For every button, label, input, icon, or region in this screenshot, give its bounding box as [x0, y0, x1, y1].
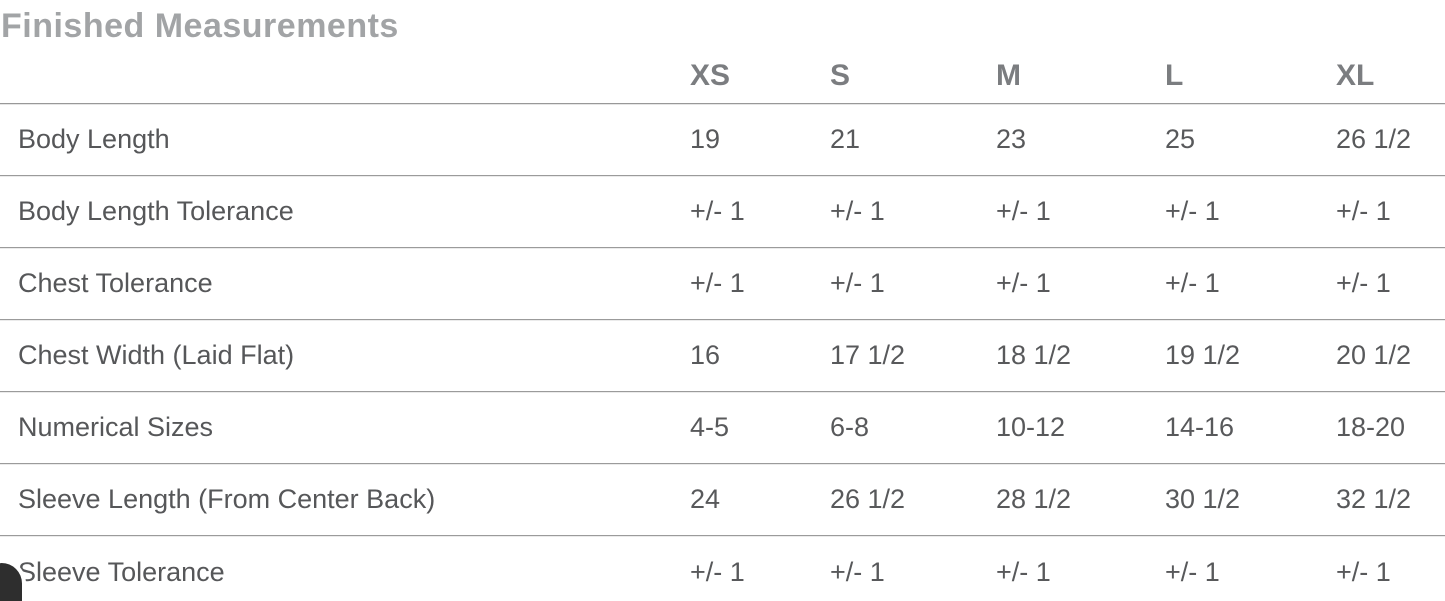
cell-value: +/- 1 — [996, 196, 1051, 226]
cell-value: +/- 1 — [1165, 196, 1220, 226]
column-header-m: M — [996, 58, 1021, 92]
table-row-chest-width: Chest Width (Laid Flat) 16 17 1/2 18 1/2… — [0, 320, 1445, 392]
cell-value: 16 — [690, 340, 721, 370]
row-label: Sleeve Tolerance — [18, 556, 225, 587]
cell-value: +/- 1 — [830, 556, 885, 587]
row-label: Body Length Tolerance — [18, 196, 294, 226]
cell-value: 6-8 — [830, 412, 870, 442]
cell-value: +/- 1 — [996, 556, 1051, 587]
table-row-chest-tolerance: Chest Tolerance +/- 1 +/- 1 +/- 1 +/- 1 … — [0, 248, 1445, 320]
column-header-xs: XS — [690, 58, 731, 92]
cell-value: 21 — [830, 124, 861, 154]
cell-value: 18 1/2 — [996, 340, 1072, 370]
row-label: Numerical Sizes — [18, 412, 214, 442]
table-row-sleeve-length: Sleeve Length (From Center Back) 24 26 1… — [0, 464, 1445, 536]
column-header-l: L — [1165, 58, 1184, 92]
cell-value: +/- 1 — [1165, 556, 1220, 587]
cell-value: 4-5 — [690, 412, 730, 442]
cell-value: 32 1/2 — [1336, 484, 1412, 514]
cell-value: 20 1/2 — [1336, 340, 1412, 370]
size-header-row: XS S M L XL — [0, 48, 1445, 104]
cell-value: 28 1/2 — [996, 484, 1072, 514]
cell-value: 30 1/2 — [1165, 484, 1241, 514]
cell-value: +/- 1 — [690, 196, 745, 226]
table-row-body-length-tolerance: Body Length Tolerance +/- 1 +/- 1 +/- 1 … — [0, 176, 1445, 248]
row-label: Sleeve Length (From Center Back) — [18, 484, 436, 514]
cell-value: 24 — [690, 484, 721, 514]
cell-value: +/- 1 — [1336, 268, 1391, 298]
cell-value: +/- 1 — [830, 196, 885, 226]
column-header-xl: XL — [1336, 58, 1375, 92]
size-chart-table: XS S M L XL Body Length 19 21 23 25 26 1… — [0, 48, 1445, 601]
cell-value: 18-20 — [1336, 412, 1406, 442]
cell-value: +/- 1 — [1165, 268, 1220, 298]
cell-value: 26 1/2 — [830, 484, 906, 514]
table-row-numerical-sizes: Numerical Sizes 4-5 6-8 10-12 14-16 18-2… — [0, 392, 1445, 464]
row-label: Chest Width (Laid Flat) — [18, 340, 295, 370]
table-row-sleeve-tolerance: Sleeve Tolerance +/- 1 +/- 1 +/- 1 +/- 1… — [0, 536, 1445, 601]
cell-value: 23 — [996, 124, 1027, 154]
cell-value: +/- 1 — [1336, 196, 1391, 226]
page-title: Finished Measurements — [1, 7, 399, 45]
corner-overlay-widget-icon[interactable] — [0, 563, 22, 601]
cell-value: 19 1/2 — [1165, 340, 1241, 370]
cell-value: +/- 1 — [830, 268, 885, 298]
cell-value: +/- 1 — [690, 268, 745, 298]
table-row-body-length: Body Length 19 21 23 25 26 1/2 — [0, 104, 1445, 176]
cell-value: 26 1/2 — [1336, 124, 1412, 154]
row-label: Chest Tolerance — [18, 268, 213, 298]
cell-value: 14-16 — [1165, 412, 1235, 442]
cell-value: 17 1/2 — [830, 340, 906, 370]
cell-value: 19 — [690, 124, 721, 154]
cell-value: +/- 1 — [996, 268, 1051, 298]
column-header-s: S — [830, 58, 851, 92]
cell-value: +/- 1 — [1336, 556, 1391, 587]
cell-value: +/- 1 — [690, 556, 745, 587]
row-label: Body Length — [18, 124, 170, 154]
cell-value: 10-12 — [996, 412, 1066, 442]
cell-value: 25 — [1165, 124, 1196, 154]
